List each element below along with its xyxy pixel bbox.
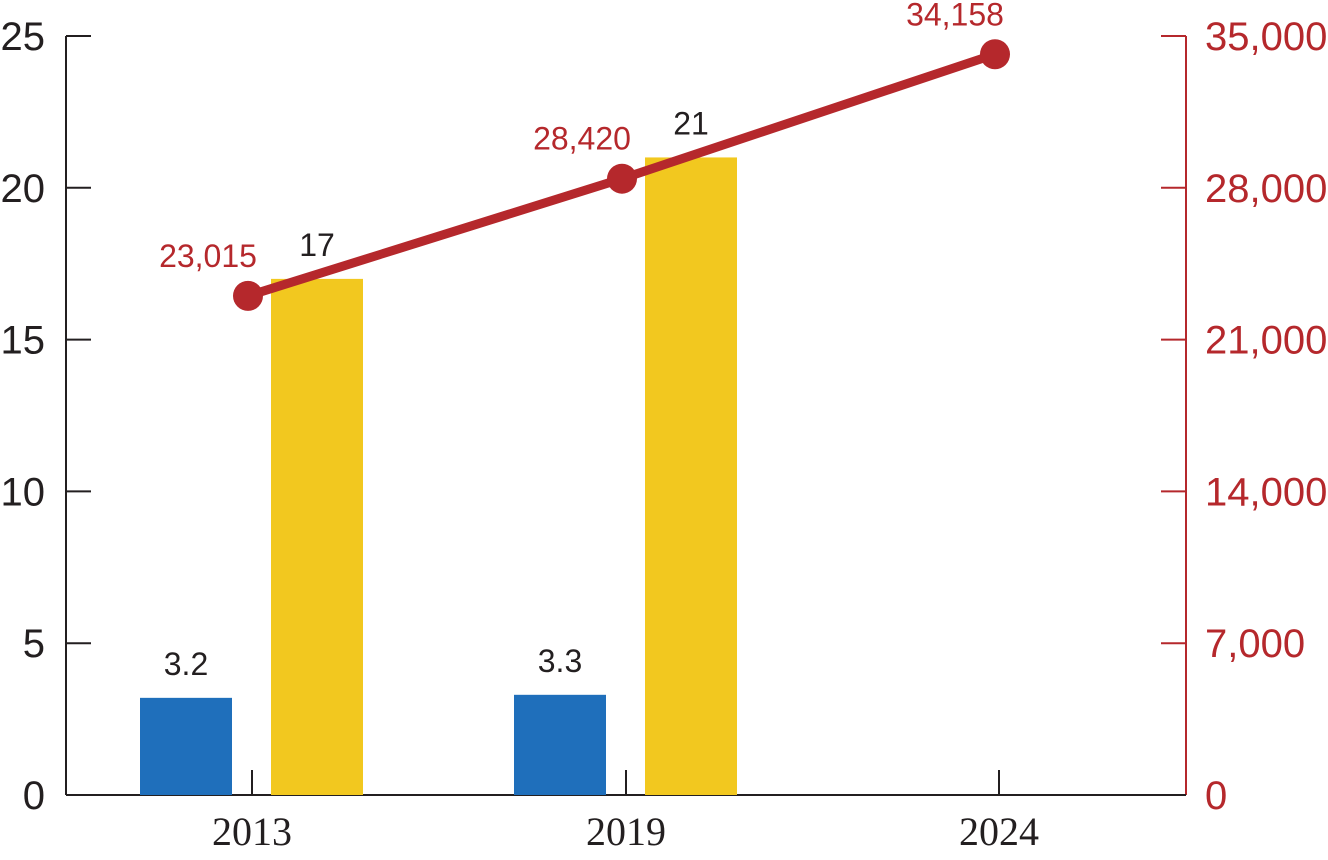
line-point xyxy=(233,280,263,311)
right-axis-tick-label: 28,000 xyxy=(1205,167,1327,211)
x-axis-tick-label: 2019 xyxy=(586,809,666,854)
bar-value-label: 17 xyxy=(299,227,335,263)
data-labels: 3.2 3.3 17 21 23,015 28,420 34,158 xyxy=(159,0,1004,682)
bars xyxy=(140,157,737,795)
right-axis-tick-label: 35,000 xyxy=(1205,15,1327,59)
bar-value-label: 21 xyxy=(673,105,709,141)
bar xyxy=(514,694,606,795)
right-axis-tick-label: 0 xyxy=(1205,774,1227,818)
right-axis-tick-label: 7,000 xyxy=(1205,622,1305,666)
axes: 0 5 10 15 20 25 0 7,000 14,000 21,000 28,000 35,000… xyxy=(1,15,1328,854)
right-axis-tick-label: 21,000 xyxy=(1205,319,1327,363)
line-point xyxy=(980,39,1010,70)
right-axis-tick-label: 14,000 xyxy=(1205,470,1327,514)
bar-value-label: 3.2 xyxy=(164,646,208,682)
left-axis-tick-label: 0 xyxy=(23,774,45,818)
line-value-label: 28,420 xyxy=(533,121,631,157)
line-series-layer xyxy=(233,39,1010,311)
bar xyxy=(140,697,232,795)
line-value-label: 23,015 xyxy=(159,238,257,274)
left-axis-tick-label: 20 xyxy=(1,167,46,211)
left-axis-tick-label: 5 xyxy=(23,622,45,666)
bar xyxy=(645,157,737,795)
bar-value-label: 3.3 xyxy=(538,643,582,679)
left-axis-tick-label: 15 xyxy=(1,319,46,363)
x-axis-tick-label: 2024 xyxy=(959,809,1039,854)
left-axis-tick-label: 10 xyxy=(1,470,46,514)
bar xyxy=(271,278,363,795)
line-point xyxy=(607,163,637,194)
x-axis-tick-label: 2013 xyxy=(212,809,292,854)
line-value-label: 34,158 xyxy=(906,0,1004,32)
left-axis-tick-label: 25 xyxy=(1,15,46,59)
